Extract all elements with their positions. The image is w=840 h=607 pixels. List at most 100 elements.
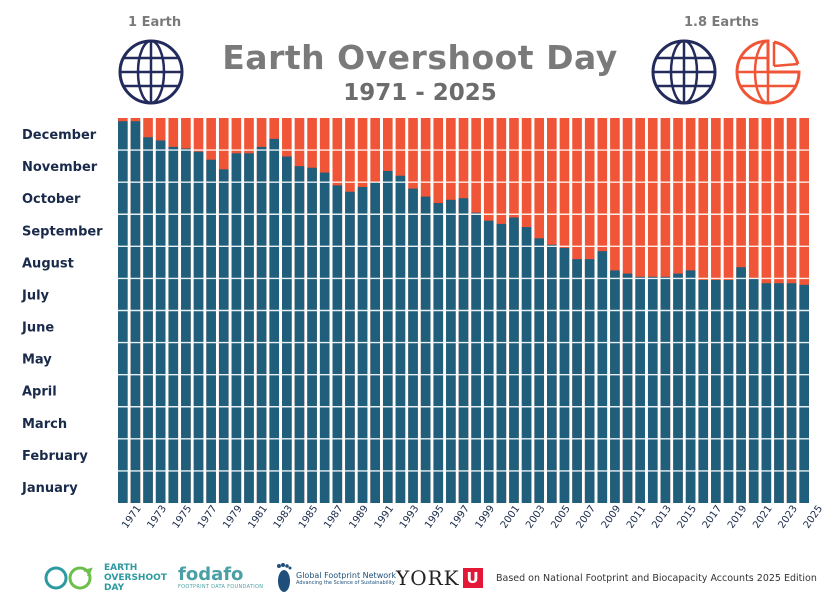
x-tick-label-1987: 1987 xyxy=(322,504,346,531)
budget-bar-1971 xyxy=(118,121,128,504)
budget-bar-2002 xyxy=(509,217,519,503)
budget-bar-1975 xyxy=(168,146,179,504)
budget-bar-1995 xyxy=(420,196,431,503)
y-axis-labels: January February March April May June July Augu… xyxy=(21,128,103,496)
fodafo-name: fodafo xyxy=(178,564,244,585)
budget-bar-1974 xyxy=(155,140,166,503)
budget-bar-1988 xyxy=(332,185,343,504)
one-earth-globe-icon xyxy=(118,39,184,105)
x-tick-label-1989: 1989 xyxy=(347,504,371,531)
budget-bar-1979 xyxy=(218,169,229,503)
one-earth-label: 1 Earth xyxy=(128,15,182,30)
york-logo: YORK U xyxy=(396,560,483,596)
budget-bar-1980 xyxy=(231,153,242,504)
x-tick-label-1983: 1983 xyxy=(272,504,296,531)
budget-bar-1987 xyxy=(319,172,330,504)
x-tick-label-2003: 2003 xyxy=(524,504,548,531)
x-tick-label-1977: 1977 xyxy=(196,504,220,531)
x-tick-label-2023: 2023 xyxy=(776,504,800,531)
budget-bar-2025 xyxy=(799,284,809,503)
eod-logo: EARTH OVERSHOOT DAY xyxy=(40,560,167,596)
budget-bar-2022 xyxy=(761,283,772,503)
budget-bar-1998 xyxy=(458,198,469,503)
x-tick-label-1985: 1985 xyxy=(297,504,321,531)
x-tick-label-2019: 2019 xyxy=(726,504,750,531)
budget-bar-2023 xyxy=(774,283,784,503)
york-name: YORK xyxy=(396,566,460,590)
budget-bar-2019 xyxy=(723,280,734,503)
budget-bar-1994 xyxy=(408,188,418,503)
x-tick-label-1981: 1981 xyxy=(246,504,270,531)
y-tick-label-january: January xyxy=(21,481,78,496)
x-tick-label-1993: 1993 xyxy=(398,504,422,531)
budget-bar-1989 xyxy=(345,191,355,504)
budget-bar-1983 xyxy=(269,138,280,503)
y-tick-label-november: November xyxy=(22,160,98,175)
y-tick-label-july: July xyxy=(21,288,50,303)
y-tick-label-may: May xyxy=(22,353,52,368)
budget-bar-1997 xyxy=(446,199,456,503)
y-tick-label-april: April xyxy=(22,385,57,400)
x-tick-label-1997: 1997 xyxy=(448,504,472,531)
budget-bar-2017 xyxy=(698,280,709,503)
x-tick-label-1973: 1973 xyxy=(145,504,169,531)
grid-lines xyxy=(118,149,812,472)
budget-bar-1976 xyxy=(181,148,191,504)
source-note: Based on National Footprint and Biocapac… xyxy=(496,572,817,584)
budget-bar-1977 xyxy=(193,151,204,503)
budget-bar-1981 xyxy=(244,153,254,504)
x-tick-label-1991: 1991 xyxy=(373,504,397,531)
earths-needed-label: 1.8 Earths xyxy=(684,15,759,30)
x-tick-label-1971: 1971 xyxy=(120,504,144,531)
fodafo-subtitle: FOOTPRINT DATA FOUNDATION xyxy=(178,584,264,590)
footprint-icon xyxy=(277,563,292,592)
gfn-logo: Global Footprint Network Advancing the S… xyxy=(276,560,396,596)
budget-bar-2020 xyxy=(736,267,746,503)
x-tick-label-2025: 2025 xyxy=(802,504,826,531)
budget-bar-1986 xyxy=(307,167,317,504)
budget-bar-1992 xyxy=(382,170,393,503)
x-tick-label-1995: 1995 xyxy=(423,504,447,531)
y-tick-label-june: June xyxy=(21,321,54,336)
budget-bar-2011 xyxy=(622,273,633,503)
y-tick-label-december: December xyxy=(22,128,97,143)
budget-bar-1985 xyxy=(294,166,305,504)
budget-bar-1999 xyxy=(471,212,481,503)
budget-bar-2015 xyxy=(673,273,683,503)
budget-bar-2000 xyxy=(483,220,494,504)
infinity-loop-icon xyxy=(44,566,93,590)
chart-title: Earth Overshoot Day xyxy=(222,38,618,77)
budget-bar-2006 xyxy=(559,247,570,503)
eod-logo-line-2: OVERSHOOT xyxy=(104,573,167,583)
budget-bar-1996 xyxy=(433,203,444,503)
budget-bar-2005 xyxy=(547,244,557,504)
budget-bar-2012 xyxy=(635,276,645,503)
budget-bar-1982 xyxy=(256,146,267,504)
y-tick-label-september: September xyxy=(22,224,103,239)
x-tick-label-2017: 2017 xyxy=(701,504,725,531)
budget-bar-2024 xyxy=(786,283,797,503)
budget-bar-2013 xyxy=(647,276,658,503)
budget-bar-2018 xyxy=(711,280,721,503)
y-tick-label-march: March xyxy=(22,417,67,432)
budget-bar-2007 xyxy=(572,259,582,503)
budget-bar-2010 xyxy=(610,270,620,503)
x-tick-label-1975: 1975 xyxy=(171,504,195,531)
x-tick-label-2005: 2005 xyxy=(549,504,573,531)
budget-bar-1972 xyxy=(130,121,141,504)
budget-bar-2004 xyxy=(534,238,545,503)
earth-globe-icon xyxy=(651,39,717,105)
x-tick-label-2007: 2007 xyxy=(575,504,599,531)
budget-bar-2008 xyxy=(584,259,595,503)
x-tick-label-2011: 2011 xyxy=(625,504,649,531)
budget-bar-1973 xyxy=(143,137,153,503)
budget-bar-2003 xyxy=(521,227,532,503)
x-tick-label-2009: 2009 xyxy=(600,504,624,531)
y-tick-label-february: February xyxy=(22,449,88,464)
x-axis-labels: 1971 1973 1975 1977 1979 1981 1983 1985 1987 1989… xyxy=(120,504,825,531)
eod-logo-line-1: EARTH xyxy=(104,563,138,573)
budget-bar-2014 xyxy=(660,276,671,503)
y-tick-label-october: October xyxy=(22,192,81,207)
budget-bar-1990 xyxy=(357,186,368,504)
